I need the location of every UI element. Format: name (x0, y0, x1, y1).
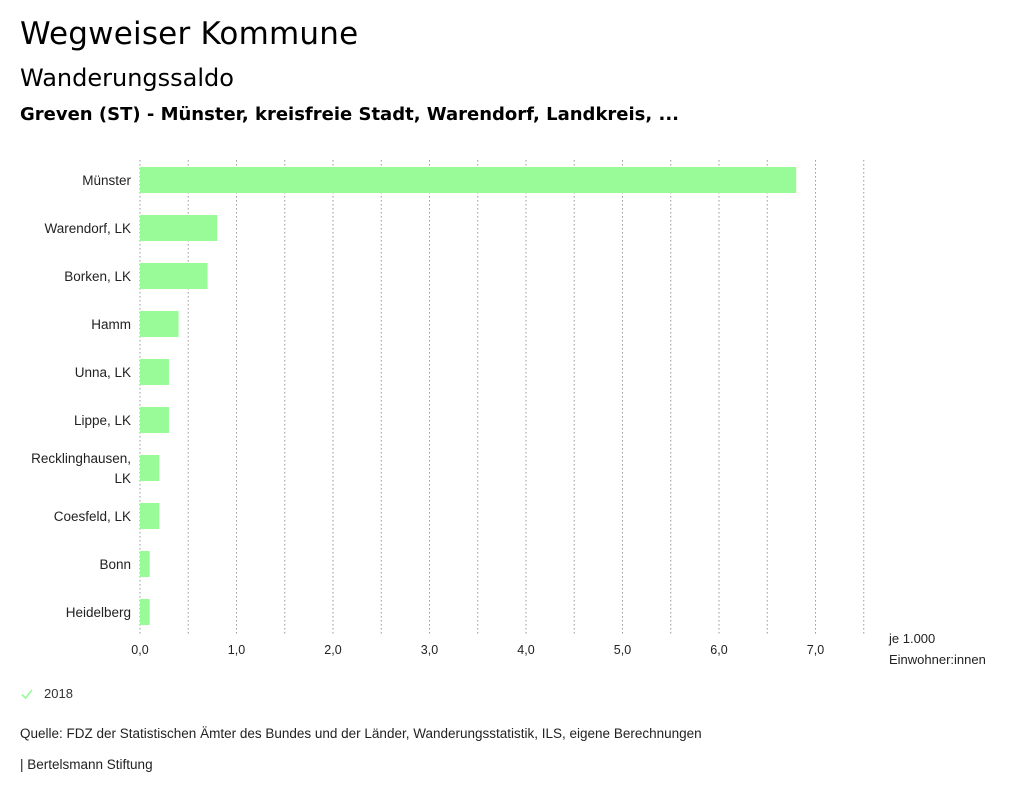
unit-label: Einwohner:innen (889, 652, 986, 667)
bar-chart: Münster Warendorf, LK Borken, LK Hamm Unna, … (31, 160, 986, 667)
bar-3 (140, 311, 179, 337)
category-label: Recklinghausen, LK (31, 451, 131, 486)
region-label: Greven (ST) - Münster, kreisfreie Stadt,… (20, 104, 680, 125)
x-tick-label: 1,0 (228, 643, 245, 657)
bar-7 (140, 503, 160, 529)
bar-9 (140, 599, 150, 625)
bar-2 (140, 263, 208, 289)
bar-1 (140, 215, 218, 241)
bar-5 (140, 407, 169, 433)
publisher-note: | Bertelsmann Stiftung (20, 757, 153, 772)
category-label: Hamm (91, 317, 131, 332)
category-label: Warendorf, LK (44, 221, 131, 236)
x-tick-label: 3,0 (421, 643, 438, 657)
category-label: Borken, LK (64, 269, 131, 284)
bar-0 (140, 167, 797, 193)
x-tick-label: 0,0 (131, 643, 148, 657)
check-icon (21, 688, 33, 699)
x-tick-label: 7,0 (807, 643, 824, 657)
category-label: Münster (82, 173, 131, 188)
chart-title: Wegweiser Kommune (20, 16, 359, 52)
chart-subtitle: Wanderungssaldo (20, 64, 234, 92)
legend-label: 2018 (44, 686, 73, 701)
category-label: Coesfeld, LK (54, 509, 131, 524)
bar-4 (140, 359, 169, 385)
category-label: Unna, LK (75, 365, 131, 380)
category-label: Lippe, LK (74, 413, 131, 428)
x-tick-label: 2,0 (324, 643, 341, 657)
x-tick-label: 4,0 (517, 643, 534, 657)
bar-8 (140, 551, 150, 577)
unit-label: je 1.000 (888, 631, 935, 646)
category-label: Heidelberg (66, 605, 131, 620)
bar-6 (140, 455, 160, 481)
source-note: Quelle: FDZ der Statistischen Ämter des … (20, 726, 702, 741)
x-tick-label: 5,0 (614, 643, 631, 657)
x-tick-label: 6,0 (710, 643, 727, 657)
legend-item-2018[interactable]: 2018 (20, 686, 73, 701)
category-label: Bonn (99, 557, 131, 572)
